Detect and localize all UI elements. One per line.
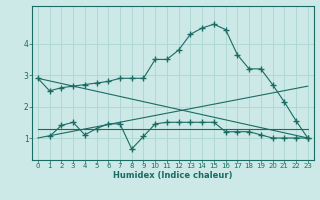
X-axis label: Humidex (Indice chaleur): Humidex (Indice chaleur) <box>113 171 233 180</box>
